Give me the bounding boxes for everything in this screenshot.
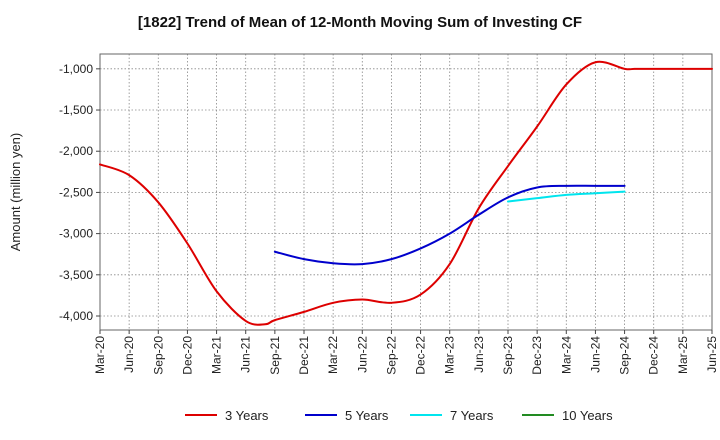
x-tick-label: Mar-25: [676, 336, 690, 374]
y-tick-label: -1,500: [59, 103, 93, 117]
x-tick-label: Jun-24: [588, 336, 602, 373]
y-axis-ticks: -1,000 -1,500 -2,000 -2,500 -3,000 -3,500 -4,0…: [59, 62, 100, 323]
x-tick-label: Mar-24: [559, 336, 573, 374]
series-lines: [99, 60, 713, 326]
x-tick-label: Dec-20: [180, 336, 194, 375]
series-line-7-years: [507, 190, 626, 203]
x-tick-label: Mar-22: [326, 336, 340, 374]
legend-label-7-years: 7 Years: [450, 408, 494, 423]
legend: 3 Years 5 Years 7 Years 10 Years: [185, 408, 613, 423]
x-tick-label: Dec-24: [647, 336, 661, 375]
series-line-5-years: [273, 184, 626, 266]
legend-label-3-years: 3 Years: [225, 408, 269, 423]
y-tick-label: -4,000: [59, 309, 93, 323]
x-tick-label: Mar-23: [443, 336, 457, 374]
x-tick-label: Dec-23: [530, 336, 544, 375]
x-tick-label: Jun-20: [122, 336, 136, 373]
x-tick-label: Sep-24: [618, 336, 632, 375]
y-tick-label: -2,000: [59, 144, 93, 158]
x-tick-label: Sep-22: [384, 336, 398, 375]
x-tick-label: Jun-25: [705, 336, 719, 373]
x-tick-label: Sep-20: [151, 336, 165, 375]
x-tick-label: Mar-20: [93, 336, 107, 374]
grid: [99, 54, 713, 330]
x-tick-label: Jun-21: [239, 336, 253, 373]
y-axis-label: Amount (million yen): [8, 133, 23, 252]
x-tick-label: Dec-21: [297, 336, 311, 375]
x-tick-label: Sep-21: [268, 336, 282, 375]
x-tick-label: Sep-23: [501, 336, 515, 375]
y-tick-label: -1,000: [59, 62, 93, 76]
legend-label-5-years: 5 Years: [345, 408, 389, 423]
y-tick-label: -3,500: [59, 268, 93, 282]
x-tick-label: Mar-21: [210, 336, 224, 374]
series-line-3-years: [99, 60, 713, 326]
y-tick-label: -3,000: [59, 227, 93, 241]
x-tick-label: Jun-23: [472, 336, 486, 373]
x-tick-label: Jun-22: [355, 336, 369, 373]
legend-label-10-years: 10 Years: [562, 408, 613, 423]
x-tick-label: Dec-22: [414, 336, 428, 375]
chart-title: [1822] Trend of Mean of 12-Month Moving …: [137, 14, 583, 31]
x-axis-ticks: Mar-20 Jun-20 Sep-20 Dec-20 Mar-21 Jun-21 Sep-…: [93, 330, 719, 375]
y-tick-label: -2,500: [59, 185, 93, 199]
